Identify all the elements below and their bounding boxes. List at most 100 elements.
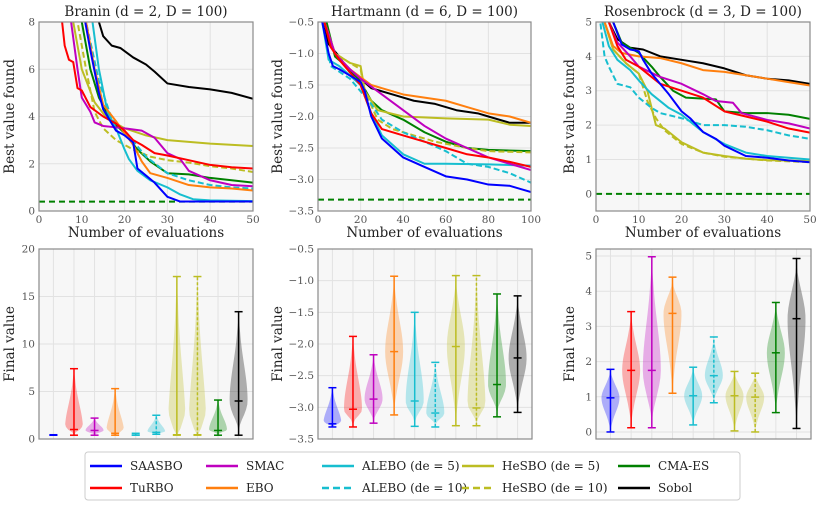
x-axis-label: Number of evaluations <box>625 225 781 241</box>
series-line-saasbo <box>84 22 253 203</box>
legend-label: SMAC <box>246 459 284 473</box>
plot-frame <box>38 21 254 212</box>
y-tick-label: 0 <box>585 188 592 200</box>
series-line-alebo-de-5- <box>91 22 253 203</box>
violin-sobol <box>508 295 527 414</box>
x-axis-label: Number of evaluations <box>68 225 224 241</box>
subplot-4: 0 5 10 15 20 Final value <box>2 244 254 446</box>
x-tick-label: 30 <box>161 214 174 226</box>
series-line-turbo <box>323 22 531 168</box>
y-tick-label: −1.0 <box>289 48 315 60</box>
x-tick-label: 40 <box>204 214 217 226</box>
violin-smac <box>642 255 661 429</box>
violin-alebo-de-10- <box>426 361 445 428</box>
series-line-alebo-de-5- <box>321 22 531 167</box>
series-group <box>318 22 531 201</box>
y-tick-label: −2.0 <box>289 111 315 123</box>
subplot-1: 0 2 4 6 8 0 10 20 30 40 50 Branin (d = 2, D = 100) N… <box>2 4 260 241</box>
series-group <box>596 22 810 195</box>
series-line-alebo-de-10- <box>321 22 531 184</box>
subplot-5: −3.5 −3.0 −2.5 −2.0 −1.5 −1.0 −0.5 Final value <box>270 244 533 446</box>
x-tick-label: 20 <box>675 214 688 226</box>
y-tick-label: 2 <box>585 120 592 132</box>
violin-sobol <box>229 310 248 436</box>
violin-ebo <box>106 387 124 436</box>
x-tick-label: 100 <box>521 214 541 226</box>
y-tick-label: 1 <box>585 154 592 166</box>
y-tick-label: 4 <box>28 111 35 123</box>
y-tick-label: 3 <box>585 85 592 97</box>
violin-hesbo-de-5- <box>446 274 465 427</box>
series-line-alebo-de-5- <box>601 22 810 161</box>
x-tick-label: 50 <box>246 214 259 226</box>
legend-box <box>84 451 741 501</box>
y-tick-label: 5 <box>28 386 35 398</box>
y-tick-label: 0 <box>28 206 35 218</box>
y-tick-label: −1.5 <box>289 307 315 319</box>
violin-hesbo-de-10- <box>746 372 765 433</box>
subplot-6: 0 1 2 3 4 5 Final value <box>562 248 812 440</box>
y-tick-label: 6 <box>28 64 35 76</box>
legend: SAASBO TuRBO SMAC EBO ALEBO (de = 5) ALEBO (d… <box>84 451 741 501</box>
legend-label: HeSBO (de = 5) <box>502 459 600 473</box>
violin-alebo-de-10- <box>704 336 723 404</box>
subplot-title: Hartmann (d = 6, D = 100) <box>331 4 518 20</box>
violin-ebo <box>663 276 682 395</box>
violin-hesbo-de-10- <box>467 274 486 427</box>
x-tick-label: 10 <box>75 214 88 226</box>
violin-cma-es <box>488 293 506 418</box>
subplot-title: Rosenbrock (d = 3, D = 100) <box>604 4 802 20</box>
series-line-alebo-de-10- <box>85 22 253 190</box>
y-tick-label: −3.5 <box>289 434 315 446</box>
legend-label: ALEBO (de = 10) <box>361 481 467 495</box>
series-line-hesbo-de-5- <box>603 22 810 163</box>
y-axis-label: Best value found <box>2 59 18 174</box>
legend-item: ALEBO (de = 5) <box>322 459 460 473</box>
series-line-saasbo <box>612 22 810 164</box>
violin-turbo <box>343 335 362 428</box>
y-axis-label: Best value found <box>562 59 578 174</box>
series-line-sobol <box>97 22 253 100</box>
y-tick-label: −1.5 <box>289 80 315 92</box>
violin-alebo-de-5- <box>131 432 140 436</box>
plot-frame <box>38 248 254 440</box>
y-tick-label: −0.5 <box>289 17 315 29</box>
legend-label: TuRBO <box>130 481 174 495</box>
violin-saasbo <box>601 368 620 433</box>
y-tick-label: −3.5 <box>289 206 315 218</box>
plot-area <box>596 22 810 211</box>
x-tick-label: 40 <box>397 214 410 226</box>
legend-label: SAASBO <box>130 459 183 473</box>
x-tick-label: 80 <box>482 214 495 226</box>
series-line-cma-es <box>80 22 253 184</box>
legend-item: Sobol <box>618 481 692 495</box>
legend-item: CMA-ES <box>618 459 709 473</box>
violin-body <box>746 373 765 432</box>
violin-alebo-de-10- <box>147 414 166 435</box>
violin-body <box>147 415 166 435</box>
y-tick-label: 1 <box>585 391 592 403</box>
plot-frame <box>595 21 811 212</box>
y-tick-label: 4 <box>585 51 592 63</box>
series-line-ebo <box>603 22 810 87</box>
legend-label: ALEBO (de = 5) <box>361 459 460 473</box>
x-tick-label: 20 <box>354 214 367 226</box>
plot-frame <box>317 21 532 212</box>
violin-cma-es <box>209 399 227 436</box>
x-tick-label: 0 <box>36 214 43 226</box>
y-tick-label: −0.5 <box>289 244 315 256</box>
legend-item: SMAC <box>206 459 284 473</box>
violin-ebo <box>385 275 404 416</box>
legend-label: EBO <box>246 481 274 495</box>
plot-frame <box>317 248 533 440</box>
series-line-smac <box>70 22 253 188</box>
y-tick-label: −3.0 <box>289 402 315 414</box>
series-line-turbo <box>607 22 810 134</box>
x-tick-label: 10 <box>632 214 645 226</box>
y-tick-label: 8 <box>28 17 35 29</box>
y-tick-label: 0 <box>28 434 35 446</box>
series-line-smac <box>607 22 810 130</box>
y-tick-label: 2 <box>28 158 35 170</box>
y-tick-label: 5 <box>585 251 592 263</box>
violin-alebo-de-5- <box>684 366 703 426</box>
